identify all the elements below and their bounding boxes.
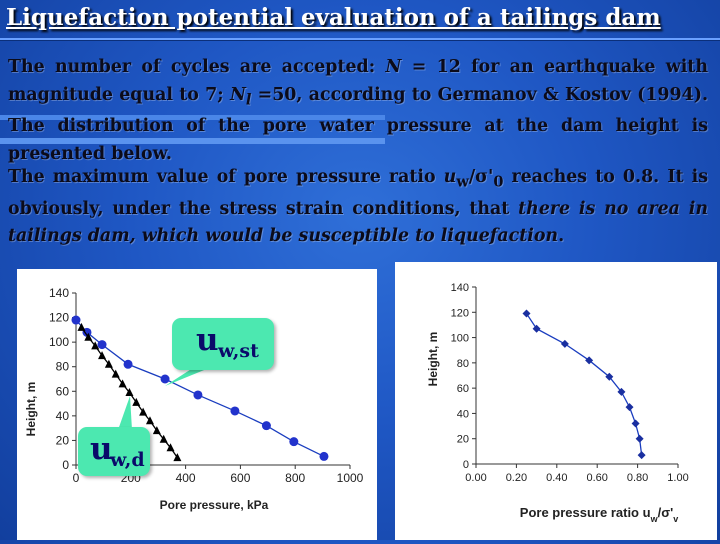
data-point-triangle xyxy=(159,434,168,443)
data-point-diamond xyxy=(532,324,541,333)
y-axis-label: Height, m xyxy=(426,332,440,387)
paragraph-cycles: The number of cycles are accepted: N = 1… xyxy=(8,57,708,164)
x-tick-label: 0 xyxy=(73,471,80,485)
data-point-triangle xyxy=(132,397,141,406)
data-point-triangle xyxy=(145,416,154,425)
y-tick-label: 0 xyxy=(62,458,69,472)
y-tick-label: 0 xyxy=(463,459,469,471)
data-point-triangle xyxy=(173,453,182,462)
x-tick-label: 1.00 xyxy=(667,472,688,484)
x-tick-label: 0.20 xyxy=(506,472,527,484)
data-point-circle xyxy=(319,451,329,461)
data-point-triangle xyxy=(152,426,161,435)
y-tick-label: 80 xyxy=(56,360,70,374)
x-tick-label: 1000 xyxy=(337,471,364,485)
y-tick-label: 100 xyxy=(451,333,469,345)
y-tick-label: 140 xyxy=(451,282,469,294)
chart-pore-pressure-height: 0 20 40 60 80 100 120 140 0 200 400 600 800 1000 Pore… xyxy=(17,269,377,540)
data-point-circle xyxy=(261,421,271,431)
data-point-triangle xyxy=(84,332,93,341)
data-point-circle xyxy=(71,315,81,325)
chart-right-svg: 0 20 40 60 80 100 120 140 0.00 0.20 0.40 0.60 0.80 1.… xyxy=(426,282,689,524)
data-point-diamond xyxy=(635,434,644,443)
chart-right-axes: 0 20 40 60 80 100 120 140 0.00 0.20 0.40 0.60 0.80 1.… xyxy=(451,282,689,484)
data-point-circle xyxy=(123,359,133,369)
title-divider xyxy=(0,38,720,40)
data-point-circle xyxy=(97,340,107,350)
series-line xyxy=(75,319,325,457)
data-point-diamond xyxy=(625,403,634,412)
y-tick-label: 140 xyxy=(49,286,69,300)
data-point-diamond xyxy=(617,387,626,396)
data-point-triangle xyxy=(125,388,134,397)
x-tick-label: 800 xyxy=(285,471,305,485)
data-point-diamond xyxy=(560,339,569,348)
data-point-circle xyxy=(160,374,170,384)
x-axis-label: Pore pressure, kPa xyxy=(160,498,269,512)
paragraph-pore-pressure: The maximum value of pore pressure ratio… xyxy=(8,167,709,247)
y-tick-label: 100 xyxy=(49,335,69,349)
title-divider-shadow xyxy=(0,40,720,41)
x-axis-label: Pore pressure ratio uw/σ'v xyxy=(520,505,678,524)
x-tick-label: 600 xyxy=(230,471,250,485)
data-point-diamond xyxy=(637,451,646,460)
y-tick-label: 20 xyxy=(56,433,70,447)
data-point-triangle xyxy=(91,341,100,350)
x-tick-label: 0.40 xyxy=(546,472,567,484)
data-point-diamond xyxy=(522,309,531,318)
x-tick-label: 400 xyxy=(176,471,196,485)
y-tick-label: 40 xyxy=(56,409,70,423)
y-tick-label: 60 xyxy=(457,383,469,395)
data-point-diamond xyxy=(605,372,614,381)
chart-right-marks xyxy=(522,309,646,460)
x-tick-label: 0.00 xyxy=(465,472,486,484)
y-tick-label: 40 xyxy=(457,408,469,420)
data-point-triangle xyxy=(166,443,175,452)
data-point-circle xyxy=(193,390,203,400)
y-axis-label: Height, m xyxy=(24,382,38,437)
data-point-triangle xyxy=(139,407,148,416)
x-tick-label: 0.60 xyxy=(586,472,607,484)
data-point-circle xyxy=(230,406,240,416)
data-point-triangle xyxy=(104,359,113,368)
data-point-triangle xyxy=(77,322,86,331)
data-point-triangle xyxy=(111,369,120,378)
data-point-diamond xyxy=(631,419,640,428)
callout-uw-d: u w,d xyxy=(78,427,150,476)
decorative-bar xyxy=(0,138,385,144)
y-tick-label: 80 xyxy=(457,358,469,370)
y-tick-label: 20 xyxy=(457,434,469,446)
data-point-diamond xyxy=(585,356,594,365)
chart-pore-pressure-ratio: 0 20 40 60 80 100 120 140 0.00 0.20 0.40 0.60 0.80 1.… xyxy=(395,262,717,540)
y-tick-label: 120 xyxy=(451,307,469,319)
callout-uw-st: u w,st xyxy=(172,318,274,370)
y-tick-label: 120 xyxy=(49,311,69,325)
data-point-triangle xyxy=(118,379,127,388)
data-point-triangle xyxy=(98,351,107,360)
slide-title: Liquefaction potential evaluation of a t… xyxy=(6,4,661,31)
x-tick-label: 0.80 xyxy=(627,472,648,484)
decorative-bar xyxy=(0,115,385,120)
data-point-circle xyxy=(289,437,299,447)
y-tick-label: 60 xyxy=(56,384,70,398)
series-line xyxy=(525,313,643,456)
